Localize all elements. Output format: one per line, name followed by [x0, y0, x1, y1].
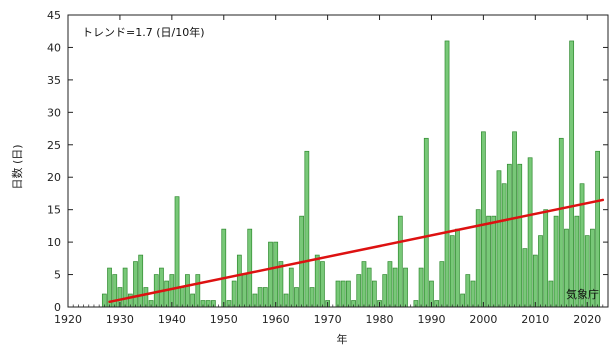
bar-2014: [553, 215, 559, 308]
bar-2001: [486, 215, 491, 308]
bar-1985: [403, 267, 408, 308]
y-tick-label-20: 20: [47, 171, 61, 184]
bar-1950: [221, 228, 227, 308]
x-tick-label-1960: 1960: [262, 313, 290, 326]
bar-1957: [257, 287, 263, 308]
x-tick-label-1920: 1920: [54, 313, 82, 326]
bar-1945: [195, 274, 201, 308]
bar-2013: [548, 280, 554, 308]
bar-2017: [569, 40, 575, 308]
x-tick-label-2010: 2010: [521, 313, 549, 326]
bar-1981: [382, 274, 388, 308]
y-tick-label-25: 25: [47, 139, 61, 152]
bar-1967: [309, 287, 315, 308]
bar-1973: [340, 280, 346, 308]
bar-1979: [371, 280, 377, 308]
bar-1935: [143, 287, 149, 308]
bar-1953: [236, 254, 242, 308]
bar-1993: [444, 40, 450, 308]
bar-1942: [179, 287, 185, 308]
y-tick-label-0: 0: [54, 301, 61, 314]
bar-2007: [517, 163, 523, 308]
bar-1954: [242, 274, 247, 308]
bar-2003: [496, 170, 502, 308]
bar-2009: [527, 157, 533, 308]
y-tick-label-45: 45: [47, 9, 61, 22]
bar-1984: [397, 215, 403, 308]
bar-series: [101, 40, 600, 308]
y-tick-label-30: 30: [47, 106, 61, 119]
x-axis-title: 年: [337, 332, 348, 345]
x-tick-label-1980: 1980: [366, 313, 394, 326]
bar-1960: [273, 241, 279, 308]
bar-2015: [558, 137, 564, 308]
axis-ticks: 1920 1930 1940 1950 1960 1970 1980 1990 2000 2010…: [47, 9, 609, 326]
bar-1963: [288, 267, 294, 308]
bar-1974: [346, 280, 351, 308]
bar-1939: [164, 280, 170, 308]
bar-2005: [506, 163, 512, 308]
bar-1955: [247, 228, 253, 308]
bar-1994: [449, 235, 455, 308]
y-tick-label-5: 5: [54, 269, 61, 282]
x-tick-label-1950: 1950: [210, 313, 238, 326]
bar-1989: [423, 137, 429, 308]
bar-1972: [335, 280, 341, 308]
bar-1977: [361, 261, 367, 308]
source-label: 気象庁: [566, 287, 599, 301]
bar-1978: [366, 267, 372, 308]
x-tick-label-1930: 1930: [106, 313, 134, 326]
bar-1997: [465, 274, 471, 308]
bar-2000: [481, 131, 486, 308]
y-tick-label-10: 10: [47, 236, 61, 249]
y-tick-label-15: 15: [47, 204, 61, 217]
bar-1958: [262, 287, 268, 308]
bar-1959: [268, 241, 273, 308]
bar-1998: [470, 280, 476, 308]
bar-2012: [543, 209, 549, 308]
bar-1961: [278, 261, 284, 308]
bar-1988: [418, 267, 424, 308]
bar-1952: [231, 280, 237, 308]
x-tick-label-1990: 1990: [417, 313, 445, 326]
x-tick-label-2000: 2000: [469, 313, 497, 326]
trend-annotation: トレンド=1.7 (日/10年): [82, 25, 205, 39]
x-tick-label-2020: 2020: [573, 313, 601, 326]
bar-1931: [122, 267, 128, 308]
bar-2008: [522, 248, 528, 308]
bar-1969: [320, 261, 325, 308]
y-tick-label-40: 40: [47, 41, 61, 54]
bar-1995: [455, 228, 460, 308]
bar-1983: [392, 267, 398, 308]
x-tick-label-1970: 1970: [314, 313, 342, 326]
bar-1938: [159, 267, 164, 308]
x-tick-label-1940: 1940: [158, 313, 186, 326]
bar-2010: [532, 254, 538, 308]
bar-1964: [294, 287, 299, 308]
bar-1976: [356, 274, 362, 308]
bar-1941: [174, 196, 180, 308]
bar-1968: [314, 254, 320, 308]
bar-2022: [595, 150, 600, 308]
trend-line: [108, 198, 605, 304]
bar-2002: [491, 215, 497, 308]
trend-line-group: [108, 198, 605, 304]
y-tick-label-35: 35: [47, 74, 61, 87]
bar-1943: [185, 274, 190, 308]
bar-1966: [304, 150, 310, 308]
bar-2011: [538, 235, 543, 308]
bar-1992: [439, 261, 445, 308]
y-axis-title: 日数 (日): [11, 144, 24, 189]
bar-1982: [387, 261, 393, 308]
bar-1933: [133, 261, 138, 308]
bar-1934: [138, 254, 144, 308]
bar-2004: [501, 183, 507, 308]
